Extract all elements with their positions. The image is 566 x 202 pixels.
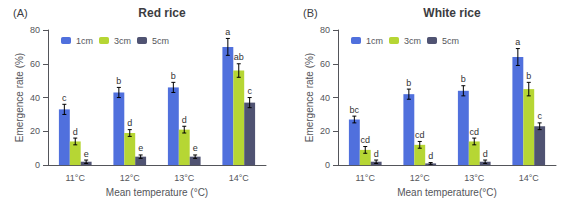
svg-text:e: e [138,143,143,153]
svg-text:60: 60 [30,59,40,69]
svg-text:20: 20 [320,126,330,136]
svg-text:c: c [247,86,252,96]
svg-text:d: d [182,115,187,125]
svg-text:13°C: 13°C [464,173,485,183]
svg-text:c: c [62,93,67,103]
svg-text:Mean temperature(°C): Mean temperature(°C) [397,187,497,198]
svg-text:12°C: 12°C [120,173,141,183]
svg-text:3cm: 3cm [114,36,131,46]
svg-text:a: a [225,27,230,37]
svg-text:b: b [461,74,466,84]
svg-text:60: 60 [320,59,330,69]
svg-text:d: d [483,149,488,159]
svg-text:12°C: 12°C [410,173,431,183]
svg-text:14°C: 14°C [229,173,250,183]
svg-text:b: b [406,78,411,88]
svg-text:80: 80 [320,25,330,35]
svg-text:Emergence rate (%): Emergence rate (%) [14,53,25,142]
svg-text:5cm: 5cm [152,36,169,46]
svg-text:20: 20 [30,126,40,136]
svg-text:d: d [127,118,132,128]
svg-text:e: e [193,143,198,153]
svg-text:80: 80 [30,25,40,35]
svg-text:b: b [116,76,121,86]
svg-text:b: b [171,71,176,81]
svg-text:3cm: 3cm [404,36,421,46]
svg-text:cd: cd [415,130,425,140]
svg-text:11°C: 11°C [66,173,86,183]
svg-text:0: 0 [325,160,330,170]
svg-text:cd: cd [469,127,479,137]
svg-text:b: b [526,71,531,81]
svg-text:d: d [73,127,78,137]
svg-text:ab: ab [234,52,244,62]
svg-text:d: d [428,151,433,161]
svg-text:1cm: 1cm [76,36,93,46]
svg-text:c: c [537,111,542,121]
svg-text:(B): (B) [303,7,318,19]
svg-text:13°C: 13°C [174,173,195,183]
svg-text:bc: bc [350,105,360,115]
svg-text:d: d [374,149,379,159]
svg-text:White rice: White rice [423,6,481,20]
svg-text:(A): (A) [13,7,28,19]
svg-text:40: 40 [30,93,40,103]
svg-text:Emergence rate (%): Emergence rate (%) [304,53,315,142]
svg-text:5cm: 5cm [442,36,459,46]
svg-text:40: 40 [320,93,330,103]
svg-text:e: e [84,149,89,159]
svg-text:0: 0 [35,160,40,170]
svg-text:Red rice: Red rice [138,6,186,20]
svg-text:1cm: 1cm [366,36,383,46]
svg-text:14°C: 14°C [519,173,540,183]
svg-text:11°C: 11°C [356,173,376,183]
svg-text:a: a [515,37,520,47]
svg-text:cd: cd [360,135,370,145]
svg-text:Mean temperature (°C): Mean temperature (°C) [106,187,208,198]
